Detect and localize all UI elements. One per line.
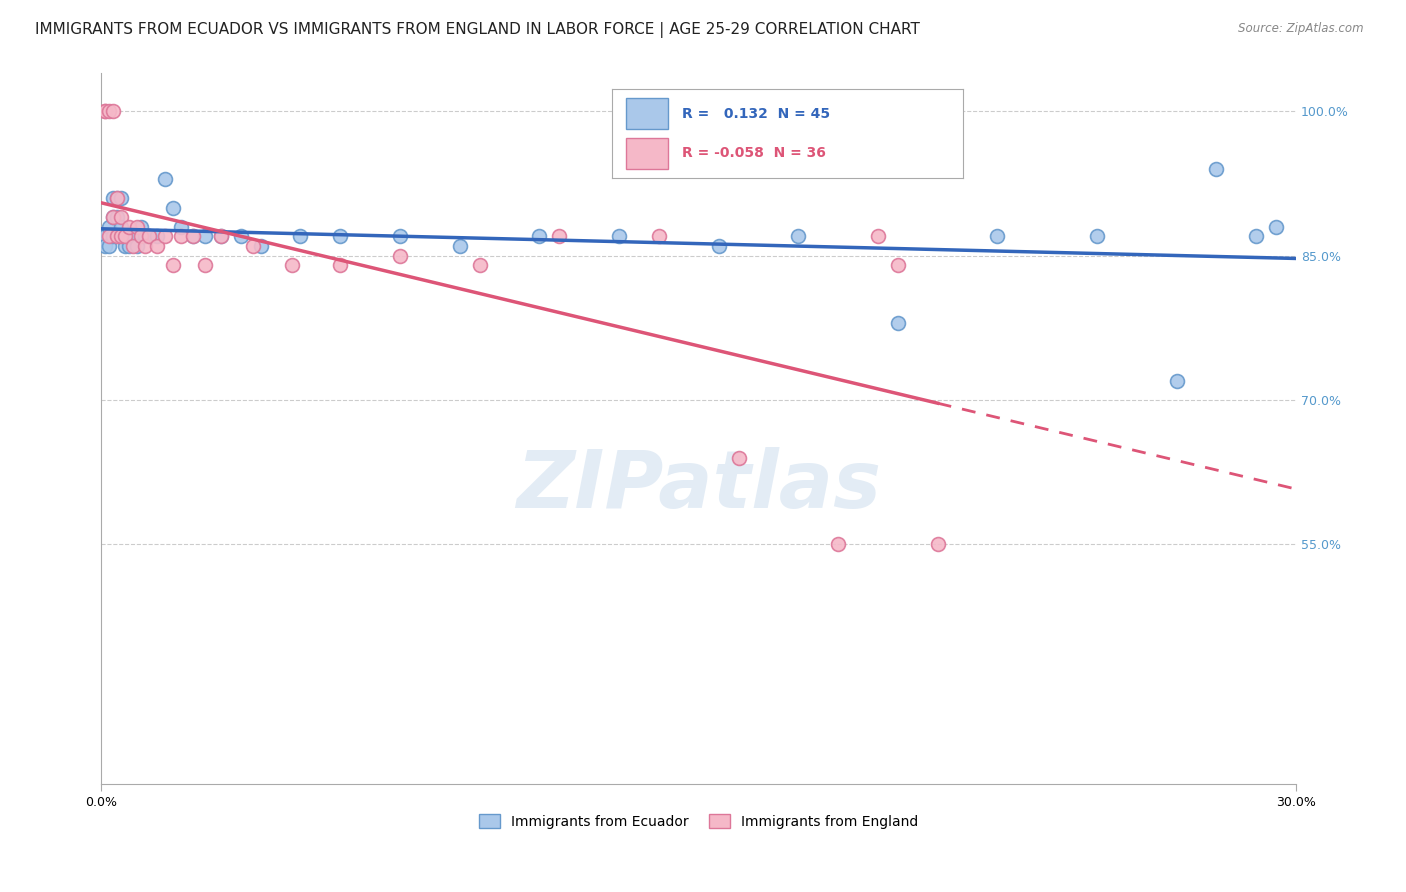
Point xyxy=(229,229,252,244)
Point xyxy=(103,210,125,224)
Text: ZIPatlas: ZIPatlas xyxy=(516,447,882,524)
Text: IMMIGRANTS FROM ECUADOR VS IMMIGRANTS FROM ENGLAND IN LABOR FORCE | AGE 25-29 CO: IMMIGRANTS FROM ECUADOR VS IMMIGRANTS FR… xyxy=(35,22,920,38)
Point xyxy=(138,229,160,244)
Point xyxy=(170,229,193,244)
Point xyxy=(388,249,411,263)
Text: R =   0.132  N = 45: R = 0.132 N = 45 xyxy=(682,107,830,121)
Point xyxy=(105,229,128,244)
Point xyxy=(103,191,125,205)
Point xyxy=(1265,219,1288,234)
Point xyxy=(162,258,184,272)
Point xyxy=(986,229,1008,244)
Point xyxy=(388,229,411,244)
Point xyxy=(209,229,232,244)
Point xyxy=(787,229,810,244)
Point xyxy=(98,219,121,234)
Point xyxy=(94,239,117,253)
Point xyxy=(103,229,125,244)
Point xyxy=(170,219,193,234)
Point xyxy=(329,229,352,244)
Point xyxy=(153,171,176,186)
Point xyxy=(105,210,128,224)
Point xyxy=(281,258,304,272)
Y-axis label: In Labor Force | Age 25-29: In Labor Force | Age 25-29 xyxy=(0,337,7,520)
Point xyxy=(138,229,160,244)
Point xyxy=(105,191,128,205)
Point xyxy=(727,450,749,465)
Point xyxy=(607,229,630,244)
Point xyxy=(129,229,152,244)
Point xyxy=(1205,162,1227,177)
Point xyxy=(290,229,312,244)
Point xyxy=(122,239,145,253)
Point xyxy=(114,229,136,244)
Point xyxy=(98,239,121,253)
Point xyxy=(110,219,132,234)
Point xyxy=(114,239,136,253)
Point xyxy=(468,258,491,272)
Point xyxy=(94,104,117,119)
Point xyxy=(209,229,232,244)
Point xyxy=(1166,374,1188,388)
Point xyxy=(648,229,671,244)
Legend: Immigrants from Ecuador, Immigrants from England: Immigrants from Ecuador, Immigrants from… xyxy=(474,808,924,834)
Point xyxy=(134,239,156,253)
Point xyxy=(707,239,730,253)
Point xyxy=(887,258,910,272)
Point xyxy=(134,229,156,244)
Point xyxy=(110,191,132,205)
Point xyxy=(105,229,128,244)
Point xyxy=(548,229,571,244)
Point xyxy=(329,258,352,272)
Point xyxy=(103,104,125,119)
Point xyxy=(118,229,141,244)
Point xyxy=(94,229,117,244)
Point xyxy=(105,191,128,205)
Point xyxy=(242,239,264,253)
Point xyxy=(1085,229,1108,244)
Point xyxy=(249,239,271,253)
Point xyxy=(146,229,169,244)
Point xyxy=(114,229,136,244)
Bar xyxy=(626,98,668,129)
Point xyxy=(1244,229,1267,244)
Point xyxy=(98,104,121,119)
Point xyxy=(94,104,117,119)
Point xyxy=(181,229,204,244)
Point xyxy=(110,229,132,244)
Point xyxy=(194,229,217,244)
Text: Source: ZipAtlas.com: Source: ZipAtlas.com xyxy=(1239,22,1364,36)
Point xyxy=(98,229,121,244)
Point xyxy=(118,239,141,253)
Text: R = -0.058  N = 36: R = -0.058 N = 36 xyxy=(682,146,825,161)
Point xyxy=(529,229,551,244)
Bar xyxy=(626,138,668,169)
Point xyxy=(127,239,149,253)
Point xyxy=(118,219,141,234)
Point xyxy=(887,316,910,330)
Point xyxy=(122,229,145,244)
Point xyxy=(866,229,889,244)
Point xyxy=(146,239,169,253)
Point xyxy=(194,258,217,272)
Point xyxy=(129,219,152,234)
Point xyxy=(127,219,149,234)
Point xyxy=(162,201,184,215)
Point xyxy=(927,537,949,551)
Point xyxy=(103,210,125,224)
Point xyxy=(181,229,204,244)
Point xyxy=(110,210,132,224)
Point xyxy=(153,229,176,244)
Point xyxy=(449,239,471,253)
Point xyxy=(827,537,849,551)
